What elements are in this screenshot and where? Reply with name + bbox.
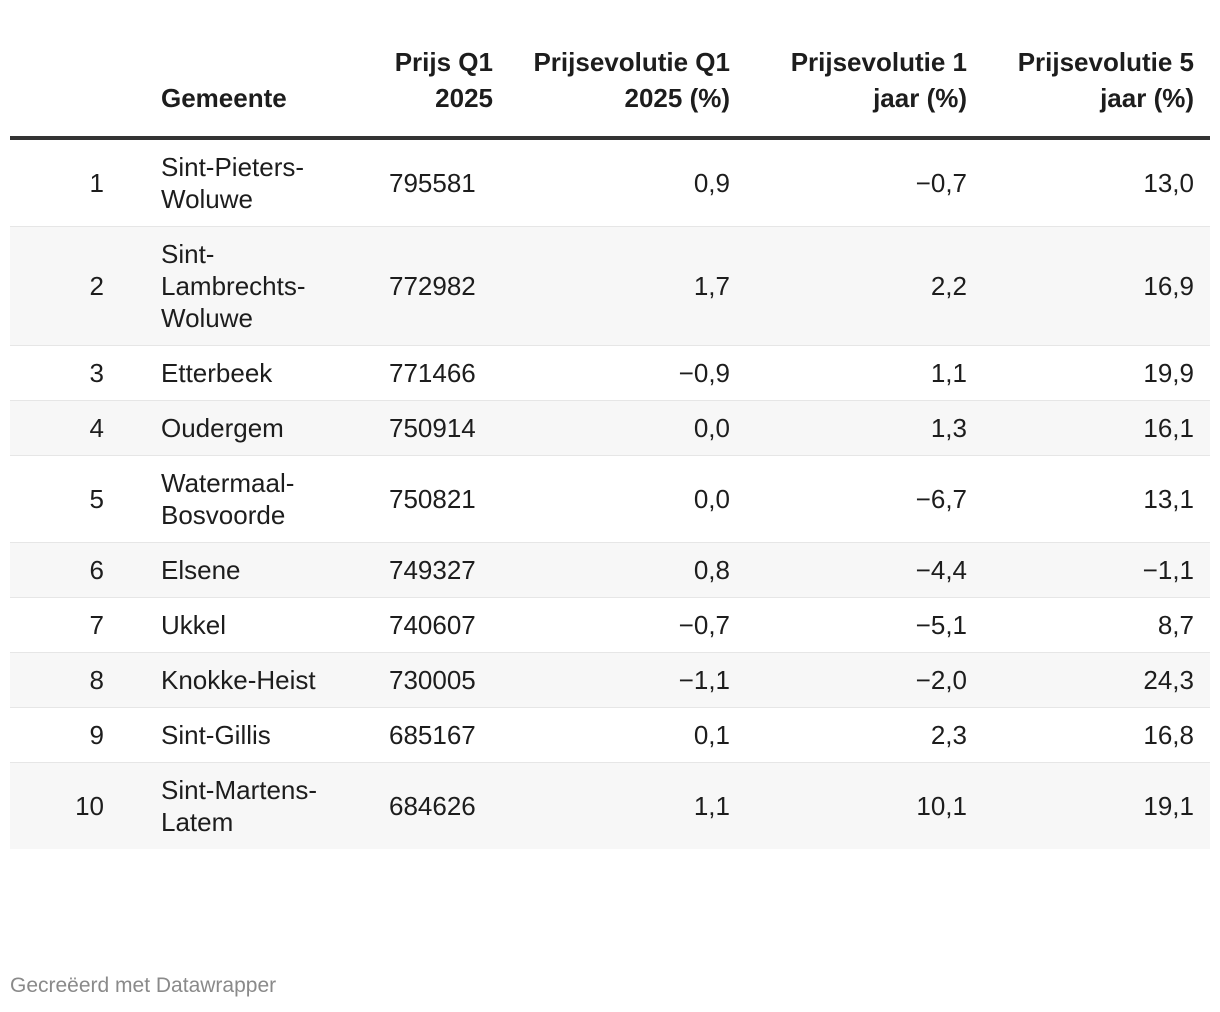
cell-prijs: 795581 — [264, 138, 494, 227]
table-row: 10 Sint-Martens-Latem 684626 1,1 10,1 19,1 — [10, 762, 1210, 849]
table-row: 2 Sint-Lambrechts-Woluwe 772982 1,7 2,2 16,9 — [10, 226, 1210, 346]
table-header-row: Gemeente Prijs Q1 2025 Prijsevolutie Q1 … — [10, 44, 1210, 140]
table-row: 1 Sint-Pieters-Woluwe 795581 0,9 −0,7 13,0 — [10, 138, 1210, 227]
table-row: 9 Sint-Gillis 685167 0,1 2,3 16,8 — [10, 707, 1210, 763]
cell-prijs: 685167 — [264, 707, 494, 763]
cell-gemeente: Ukkel — [116, 597, 264, 653]
cell-rank: 2 — [10, 226, 116, 346]
header-gemeente[interactable]: Gemeente — [116, 44, 287, 140]
cell-evolutie-q1: 0,8 — [494, 542, 731, 598]
cell-rank: 10 — [10, 762, 116, 849]
cell-evolutie-1jaar: −6,7 — [731, 455, 968, 543]
table-row: 3 Etterbeek 771466 −0,9 1,1 19,9 — [10, 345, 1210, 401]
table-row: 8 Knokke-Heist 730005 −1,1 −2,0 24,3 — [10, 652, 1210, 708]
table-row: 4 Oudergem 750914 0,0 1,3 16,1 — [10, 400, 1210, 456]
cell-rank: 9 — [10, 707, 116, 763]
cell-gemeente: Oudergem — [116, 400, 284, 456]
cell-evolutie-5jaar: 8,7 — [968, 597, 1210, 653]
gemeente-name: Watermaal-Bosvoorde — [161, 468, 295, 530]
cell-evolutie-5jaar: 13,0 — [968, 138, 1210, 227]
cell-prijs: 684626 — [264, 762, 494, 849]
gemeente-name: Elsene — [161, 555, 241, 585]
cell-prijs: 771466 — [264, 345, 494, 401]
gemeente-name: Etterbeek — [161, 358, 273, 388]
cell-rank: 8 — [10, 652, 116, 708]
header-evolutie-5jaar-label: Prijsevolutie 5 jaar (%) — [1017, 47, 1194, 113]
cell-rank: 4 — [10, 400, 116, 456]
cell-evolutie-5jaar: 16,9 — [968, 226, 1210, 346]
cell-rank: 3 — [10, 345, 116, 401]
gemeente-name: Oudergem — [161, 413, 284, 443]
cell-evolutie-q1: −0,7 — [494, 597, 731, 653]
cell-evolutie-1jaar: 1,3 — [731, 400, 968, 456]
cell-gemeente: Etterbeek — [116, 345, 272, 401]
footer-credit[interactable]: Gecreëerd met Datawrapper — [10, 974, 277, 997]
cell-evolutie-1jaar: 1,1 — [731, 345, 968, 401]
gemeente-name: Sint-Martens-Latem — [161, 775, 318, 837]
cell-prijs: 740607 — [264, 597, 494, 653]
cell-prijs: 750821 — [264, 455, 494, 543]
cell-evolutie-1jaar: −0,7 — [731, 138, 968, 227]
header-prijs[interactable]: Prijs Q1 2025 — [264, 44, 494, 140]
cell-gemeente: Elsene — [116, 542, 264, 598]
header-evolutie-1jaar[interactable]: Prijsevolutie 1 jaar (%) — [731, 44, 968, 140]
cell-gemeente: Sint-Pieters-Woluwe — [116, 138, 304, 227]
table-row: 7 Ukkel 740607 −0,7 −5,1 8,7 — [10, 597, 1210, 653]
cell-evolutie-1jaar: 2,2 — [731, 226, 968, 346]
header-evolutie-5jaar[interactable]: Prijsevolutie 5 jaar (%) — [968, 44, 1210, 140]
cell-evolutie-1jaar: −2,0 — [731, 652, 968, 708]
header-evolutie-q1[interactable]: Prijsevolutie Q1 2025 (%) — [494, 44, 731, 140]
cell-evolutie-5jaar: 24,3 — [968, 652, 1210, 708]
cell-evolutie-1jaar: 2,3 — [731, 707, 968, 763]
cell-evolutie-q1: 0,0 — [494, 455, 731, 543]
cell-gemeente: Sint-Martens-Latem — [116, 762, 317, 849]
cell-rank: 5 — [10, 455, 116, 543]
table-body: 1 Sint-Pieters-Woluwe 795581 0,9 −0,7 13,0 2 Si… — [10, 138, 1210, 849]
cell-evolutie-q1: −0,9 — [494, 345, 731, 401]
cell-prijs: 749327 — [264, 542, 494, 598]
cell-evolutie-5jaar: 16,1 — [968, 400, 1210, 456]
gemeente-name: Sint-Pieters-Woluwe — [161, 152, 305, 214]
cell-evolutie-q1: 0,1 — [494, 707, 731, 763]
gemeente-name: Sint-Gillis — [161, 720, 271, 750]
cell-gemeente: Knokke-Heist — [116, 652, 316, 708]
cell-gemeente: Sint-Lambrechts-Woluwe — [116, 226, 306, 346]
gemeente-name: Ukkel — [161, 610, 227, 640]
header-evolutie-q1-label: Prijsevolutie Q1 2025 (%) — [533, 47, 730, 113]
gemeente-name: Sint-Lambrechts-Woluwe — [161, 239, 306, 333]
cell-evolutie-5jaar: −1,1 — [968, 542, 1210, 598]
cell-prijs: 750914 — [264, 400, 494, 456]
header-prijs-label: Prijs Q1 2025 — [394, 47, 493, 113]
cell-evolutie-q1: −1,1 — [494, 652, 731, 708]
cell-evolutie-5jaar: 16,8 — [968, 707, 1210, 763]
table-row: 6 Elsene 749327 0,8 −4,4 −1,1 — [10, 542, 1210, 598]
gemeente-name: Knokke-Heist — [161, 665, 316, 695]
cell-evolutie-1jaar: −5,1 — [731, 597, 968, 653]
header-rank — [10, 44, 116, 140]
table-row: 5 Watermaal-Bosvoorde 750821 0,0 −6,7 13,1 — [10, 455, 1210, 543]
cell-rank: 6 — [10, 542, 116, 598]
cell-evolutie-1jaar: 10,1 — [731, 762, 968, 849]
data-table: Gemeente Prijs Q1 2025 Prijsevolutie Q1 … — [10, 44, 1210, 849]
cell-evolutie-5jaar: 19,9 — [968, 345, 1210, 401]
cell-rank: 7 — [10, 597, 116, 653]
cell-evolutie-q1: 1,1 — [494, 762, 731, 849]
cell-prijs: 772982 — [264, 226, 494, 346]
cell-evolutie-q1: 1,7 — [494, 226, 731, 346]
cell-evolutie-5jaar: 19,1 — [968, 762, 1210, 849]
cell-prijs: 730005 — [264, 652, 494, 708]
cell-evolutie-5jaar: 13,1 — [968, 455, 1210, 543]
cell-gemeente: Sint-Gillis — [116, 707, 271, 763]
cell-evolutie-q1: 0,9 — [494, 138, 731, 227]
header-evolutie-1jaar-label: Prijsevolutie 1 jaar (%) — [790, 47, 967, 113]
cell-evolutie-q1: 0,0 — [494, 400, 731, 456]
cell-gemeente: Watermaal-Bosvoorde — [116, 455, 294, 543]
cell-rank: 1 — [10, 138, 116, 227]
cell-evolutie-1jaar: −4,4 — [731, 542, 968, 598]
data-table-container: Gemeente Prijs Q1 2025 Prijsevolutie Q1 … — [10, 44, 1210, 849]
